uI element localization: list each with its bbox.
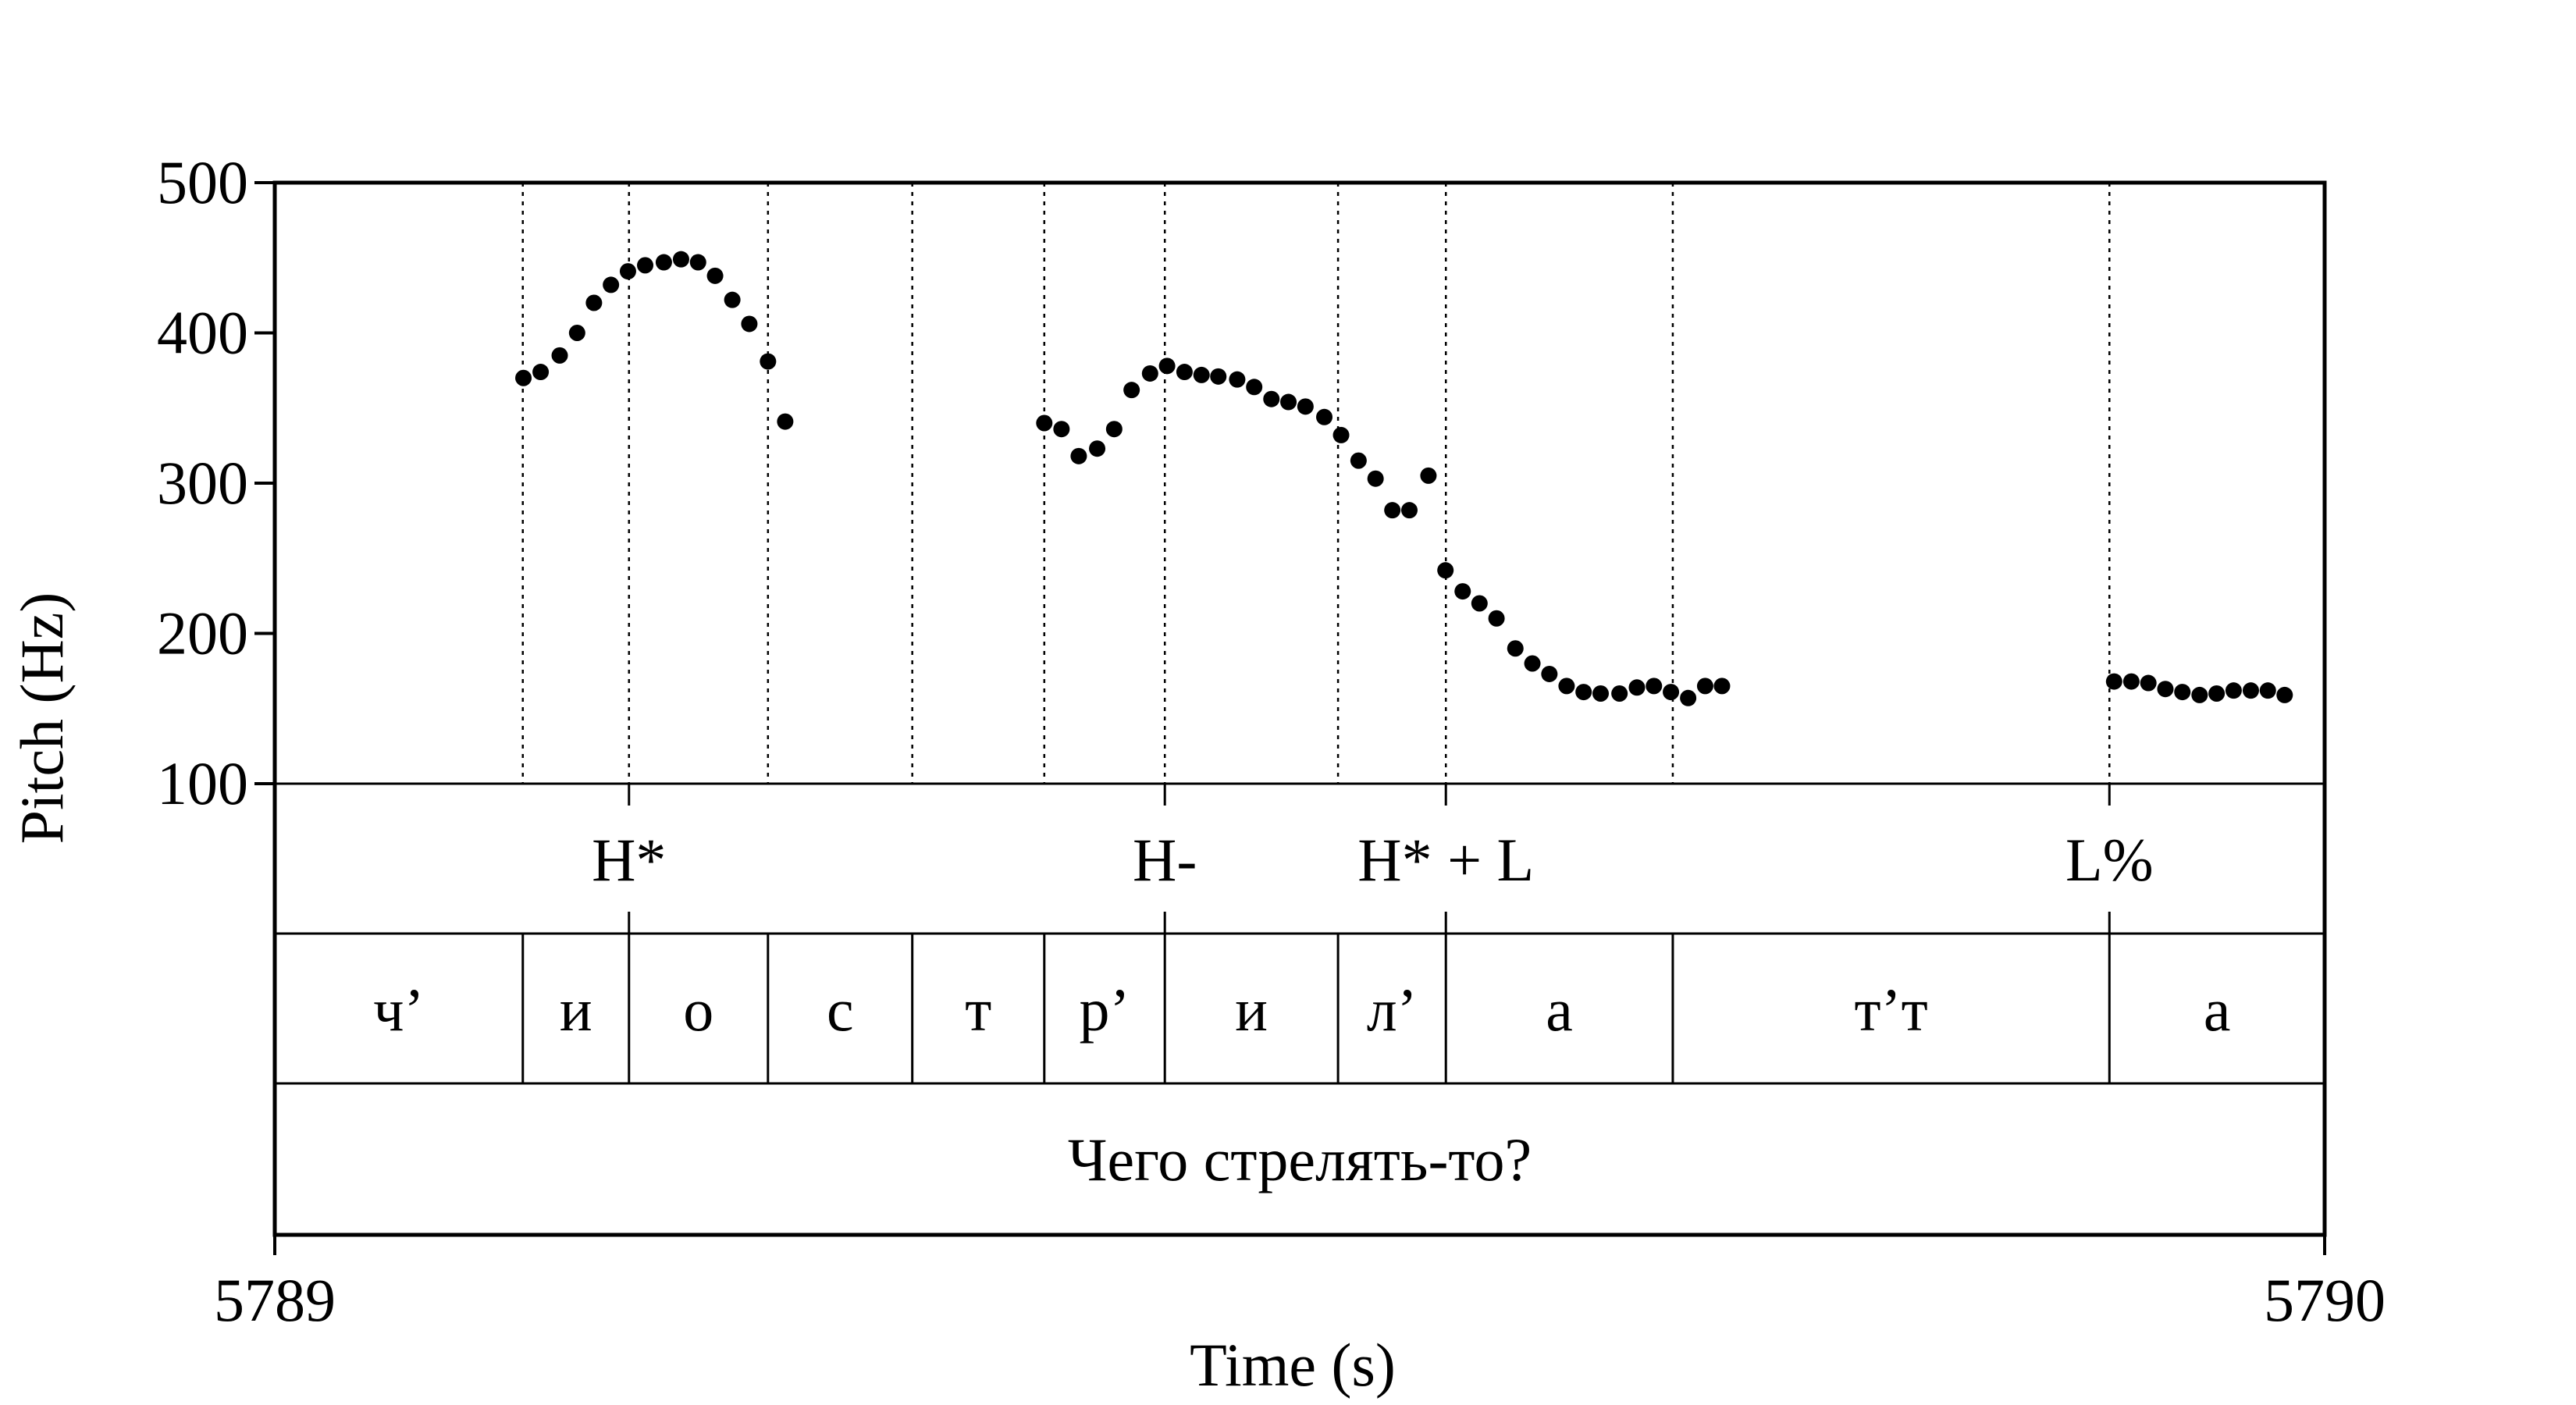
pitch-point — [637, 257, 654, 274]
pitch-point — [1384, 502, 1401, 519]
segment-label: т’т — [1855, 976, 1928, 1044]
pitch-point — [2122, 673, 2140, 690]
pitch-point — [1507, 640, 1524, 657]
pitch-point — [1246, 379, 1263, 396]
pitch-point — [1558, 678, 1575, 695]
segment-label: а — [1546, 976, 1573, 1044]
y-tick-label: 200 — [157, 599, 248, 667]
segment-label: р’ — [1080, 976, 1130, 1044]
pitch-point — [532, 364, 550, 381]
pitch-point — [1400, 502, 1418, 519]
pitch-point — [568, 325, 585, 341]
segment-label: и — [560, 976, 592, 1044]
pitch-point — [2140, 674, 2157, 692]
pitch-point — [741, 315, 758, 333]
axes: 100 200 300 400 500 5789 5790 — [157, 148, 2386, 1334]
pitch-point — [1036, 414, 1053, 432]
pitch-point — [1193, 366, 1210, 383]
y-tick-label: 500 — [157, 148, 248, 216]
pitch-point — [1367, 470, 1384, 487]
y-tick-label: 300 — [157, 449, 248, 517]
pitch-point — [2105, 673, 2122, 690]
pitch-point — [1280, 393, 1297, 411]
segment-label: и — [1235, 976, 1268, 1044]
segment-label: с — [827, 976, 854, 1044]
pitch-point — [1105, 421, 1123, 438]
pitch-point — [2242, 682, 2259, 699]
pitch-point — [1646, 678, 1663, 695]
plot-frame — [272, 180, 2327, 1237]
pitch-point — [1437, 562, 1454, 579]
pitch-point — [1713, 678, 1731, 695]
plot-border — [272, 180, 2327, 1237]
pitch-point — [1471, 595, 1488, 612]
pitch-point — [1541, 665, 1558, 682]
pitch-point — [2259, 682, 2276, 699]
pitch-point — [1663, 684, 1680, 701]
pitch-point — [1680, 689, 1697, 706]
pitch-point — [1176, 364, 1193, 381]
pitch-point — [1575, 684, 1592, 701]
pitch-point — [603, 276, 620, 293]
pitch-point — [1123, 382, 1140, 399]
pitch-point — [2225, 682, 2242, 699]
x-axis-label: Time (s) — [1190, 1331, 1396, 1399]
pitch-point — [1229, 371, 1246, 388]
tone-label: H* + L — [1357, 826, 1534, 894]
pitch-point — [689, 254, 706, 271]
pitch-point — [2208, 685, 2226, 702]
pitch-point — [655, 254, 672, 271]
pitch-point — [1488, 610, 1505, 627]
x-tick-label: 5789 — [214, 1266, 336, 1334]
segment-label: л’ — [1367, 976, 1418, 1044]
pitch-point — [1350, 452, 1367, 469]
pitch-point — [515, 369, 532, 386]
pitch-point — [1524, 655, 1541, 672]
pitch-point — [672, 251, 689, 268]
utterance-label: Чего стрелять-то? — [1068, 1126, 1532, 1193]
pitch-point — [619, 263, 636, 280]
y-axis-label: Pitch (Hz) — [8, 592, 76, 845]
pitch-point — [2157, 681, 2174, 698]
pitch-point — [1628, 679, 1646, 696]
annotation-tiers: H* H- H* + L L% ч’ и о с т р’ и л’ а т’т а Чего стрелят… — [275, 782, 2325, 1193]
pitch-point — [1316, 408, 1333, 425]
pitch-point — [1263, 390, 1280, 407]
pitch-points — [515, 251, 2293, 706]
pitch-point — [1297, 398, 1314, 415]
segment-label: ч’ — [373, 976, 424, 1044]
pitch-point — [1158, 357, 1176, 375]
pitch-point — [1210, 368, 1227, 385]
pitch-point — [1696, 678, 1713, 695]
pitch-point — [760, 353, 777, 370]
pitch-point — [1141, 365, 1158, 382]
tone-label: H- — [1133, 826, 1197, 894]
tone-label: H* — [592, 826, 666, 894]
boundary-lines — [521, 183, 2111, 784]
segment-label: т — [965, 976, 991, 1044]
pitch-point — [1592, 685, 1609, 702]
pitch-point — [1089, 440, 1106, 457]
x-tick-label: 5790 — [2264, 1266, 2386, 1334]
pitch-point — [1053, 421, 1070, 438]
pitch-point — [706, 267, 724, 284]
pitch-point — [724, 291, 741, 308]
pitch-point — [585, 294, 603, 311]
y-tick-label: 100 — [157, 749, 248, 817]
pitch-point — [551, 347, 568, 364]
segment-label: а — [2204, 976, 2231, 1044]
pitch-point — [777, 413, 794, 430]
pitch-point — [1611, 685, 1628, 702]
pitch-point — [2191, 686, 2208, 703]
segment-label: о — [683, 976, 713, 1044]
pitch-point — [1454, 583, 1471, 600]
pitch-point — [1070, 447, 1087, 464]
tone-label: L% — [2065, 826, 2154, 894]
pitch-point — [1332, 426, 1350, 443]
pitch-point — [2276, 686, 2293, 703]
pitch-point — [2174, 684, 2191, 701]
pitch-point — [1420, 467, 1437, 484]
y-tick-label: 400 — [157, 299, 248, 367]
